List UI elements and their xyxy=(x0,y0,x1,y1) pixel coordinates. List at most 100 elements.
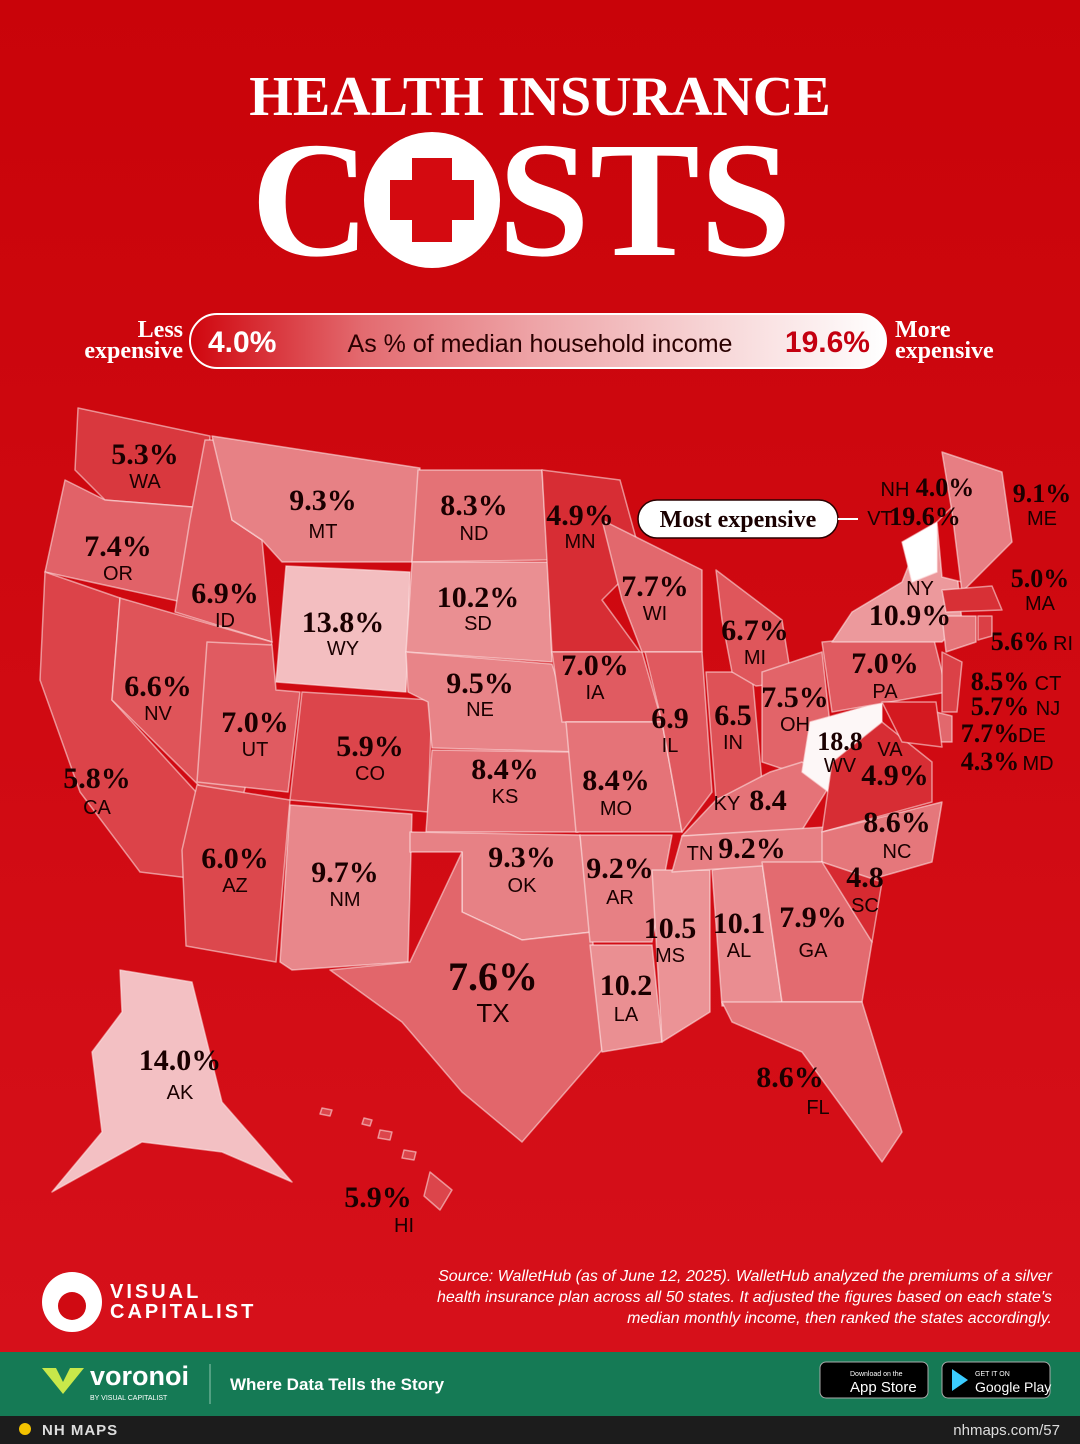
state-abbr: KY xyxy=(714,793,741,815)
state-abbr: WA xyxy=(129,471,161,493)
state-value: 13.8% xyxy=(302,606,385,639)
state-abbr: OR xyxy=(103,563,133,585)
source: health insurance plan across all 50 stat… xyxy=(437,1289,1052,1306)
state-value: 6.9 xyxy=(651,702,689,735)
callout: Most expensive xyxy=(637,499,858,539)
google-play-label: Google Play xyxy=(975,1379,1051,1395)
state-value: 7.0% xyxy=(851,647,919,680)
state-abbr: SC xyxy=(851,895,879,917)
state-value: 9.2% xyxy=(586,852,654,885)
state-value: 7.7% xyxy=(621,570,689,603)
state-abbr: LA xyxy=(614,1004,639,1026)
state-abbr: OK xyxy=(508,875,538,897)
state-value: 4.0% xyxy=(916,473,975,502)
app-store-label: App Store xyxy=(850,1379,917,1396)
map: 5.3%WA 7.4%OR 5.8%CA 6.9%ID 6.6%NV 9.3% MT 13.8… xyxy=(39,407,1073,1237)
state-value: 8.4 xyxy=(749,784,787,817)
app-store-small: Download on the xyxy=(850,1371,903,1378)
state-abbr: MA xyxy=(1025,593,1056,615)
brand-text: CAPITALIST xyxy=(110,1301,256,1323)
state-abbr: IN xyxy=(723,732,743,754)
state-value: 8.4% xyxy=(471,753,539,786)
state-value: 5.9% xyxy=(344,1181,412,1214)
state-abbr: GA xyxy=(799,940,829,962)
state-abbr: AK xyxy=(167,1082,194,1104)
state-value: 7.5% xyxy=(761,681,829,714)
state-value: 5.0% xyxy=(1011,564,1070,593)
state-abbr: CO xyxy=(355,763,385,785)
state-value: 9.1% xyxy=(1013,479,1072,508)
state-value: 7.6% xyxy=(448,954,538,999)
state-value: 6.9% xyxy=(191,577,259,610)
bottom-bar xyxy=(0,1416,1080,1444)
state-value: 9.3% xyxy=(289,484,357,517)
state-region xyxy=(644,651,713,833)
state-region xyxy=(405,561,553,663)
state-value: 8.6% xyxy=(863,806,931,839)
state-value: 6.5 xyxy=(714,699,752,732)
brand-text: VISUAL xyxy=(110,1281,201,1303)
state-abbr: VT xyxy=(867,508,893,530)
state-region xyxy=(405,651,581,753)
state-region xyxy=(319,1107,453,1211)
legend-less: expensive xyxy=(84,338,183,364)
state-abbr: IL xyxy=(662,735,679,757)
state-abbr: AZ xyxy=(222,875,248,897)
state-value: 7.0% xyxy=(561,649,629,682)
state-region xyxy=(821,801,943,883)
state-region xyxy=(579,834,673,943)
state-value: 19.6% xyxy=(889,502,961,531)
state-value: 8.5% xyxy=(971,667,1030,696)
state-value: 9.2% xyxy=(718,832,786,865)
legend-more: expensive xyxy=(895,338,994,364)
state-value: 6.7% xyxy=(721,614,789,647)
state-abbr: NE xyxy=(466,699,494,721)
app-store-button[interactable] xyxy=(819,1361,929,1399)
state-region xyxy=(977,615,993,641)
state-value: 6.6% xyxy=(124,670,192,703)
legend-bar xyxy=(189,313,887,369)
state-region xyxy=(941,451,1013,593)
state-abbr: RI xyxy=(1053,633,1073,655)
state-abbr: MN xyxy=(564,531,595,553)
play-icon xyxy=(952,1369,968,1391)
state-value: 8.4% xyxy=(582,764,650,797)
state-abbr: ME xyxy=(1027,508,1057,530)
state-region xyxy=(196,641,301,793)
state-value: 5.8% xyxy=(63,762,131,795)
state-value: 7.9% xyxy=(779,901,847,934)
title-main: C xyxy=(251,108,370,291)
source: Source: WalletHub (as of June 12, 2025).… xyxy=(438,1268,1053,1285)
source: median monthly income, then ranked the s… xyxy=(627,1310,1052,1327)
legend-caption: As % of median household income xyxy=(348,330,733,358)
state-region xyxy=(761,861,873,1003)
state-abbr: SD xyxy=(464,613,492,635)
legend-less: Less xyxy=(138,317,183,343)
state-region xyxy=(181,784,291,963)
state-value: 5.7% xyxy=(971,692,1030,721)
state-value: 14.0% xyxy=(139,1044,222,1077)
state-abbr: NV xyxy=(144,703,172,725)
state-abbr: WY xyxy=(327,638,359,660)
state-abbr: WV xyxy=(824,755,857,777)
state-value: 4.8 xyxy=(846,861,884,894)
footer-tagline: Where Data Tells the Story xyxy=(230,1375,445,1394)
state-abbr: NY xyxy=(906,578,934,600)
state-abbr: NH xyxy=(881,479,910,501)
state-abbr: TN xyxy=(687,843,714,865)
state-value: 18.8 xyxy=(817,727,863,756)
footer-logo: voronoi xyxy=(90,1361,189,1391)
state-value: 4.9% xyxy=(861,759,929,792)
state-abbr: DE xyxy=(1018,725,1046,747)
state-region xyxy=(279,804,413,971)
state-abbr: MO xyxy=(600,798,632,820)
pin-icon xyxy=(19,1423,31,1435)
google-play-button[interactable] xyxy=(941,1361,1051,1399)
state-abbr: TX xyxy=(476,998,509,1028)
state-value: 8.3% xyxy=(440,489,508,522)
state-abbr: NJ xyxy=(1036,698,1060,720)
state-value: 7.0% xyxy=(221,706,289,739)
state-abbr: AL xyxy=(727,940,751,962)
legend-more: More xyxy=(895,317,951,343)
maker: NH MAPS xyxy=(42,1422,118,1439)
